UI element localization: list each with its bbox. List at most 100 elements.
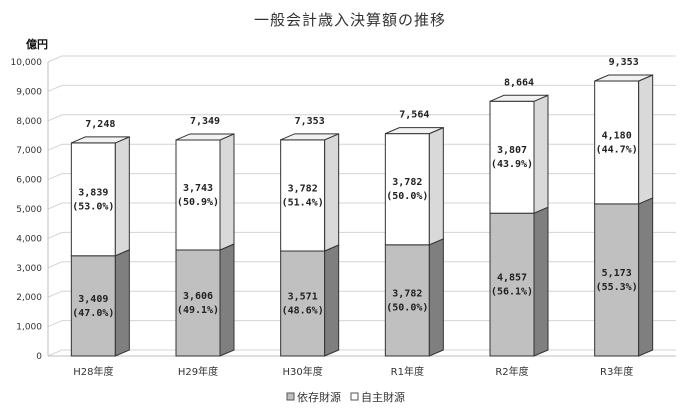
bar-dependent-percent-label: (50.0%) <box>386 302 428 313</box>
bar-top-face-1 <box>175 133 235 141</box>
bar-own-value-label: 3,807 <box>497 145 527 156</box>
y-tick-label: 7,000 <box>16 146 42 156</box>
gridlines <box>47 55 676 357</box>
bar-top-face-3 <box>385 127 444 135</box>
bar-dependent-value-label: 5,173 <box>602 268 632 279</box>
y-tick-label: 0 <box>36 352 42 362</box>
bar-own-percent-label: (51.4%) <box>282 197 324 208</box>
bar-dependent-side-2 <box>324 244 340 357</box>
bar-own-percent-label: (53.0%) <box>72 201 114 212</box>
bars: 3,409 (47.0%) 3,839 (53.0%) 7,248 3,606 (49.1%… <box>70 57 654 357</box>
gridline <box>47 143 676 151</box>
y-tick-label: 8,000 <box>16 117 42 127</box>
bar-dependent-source-1 <box>175 249 221 357</box>
legend-swatch-0 <box>286 392 295 401</box>
y-tick-label: 5,000 <box>16 205 42 215</box>
x-axis-ticks: H28年度 H29年度 H30年度 R1年度 R2年度 R3年度 <box>73 365 633 378</box>
bar-dependent-value-label: 3,606 <box>183 291 213 302</box>
y-tick-label: 9,000 <box>16 87 42 97</box>
bar-own-value-label: 3,782 <box>392 177 422 188</box>
bar-own-source-2 <box>280 139 326 252</box>
bar-own-side-5 <box>638 74 654 205</box>
legend-label-1: 自主財源 <box>361 390 405 404</box>
gridline <box>47 320 676 328</box>
bar-own-percent-label: (50.0%) <box>386 191 428 202</box>
bar-dependent-value-label: 3,571 <box>288 292 318 303</box>
gridline <box>47 349 676 357</box>
bar-dependent-percent-label: (48.6%) <box>282 306 324 317</box>
bar-total-label: 7,248 <box>85 119 115 130</box>
y-tick-label: 1,000 <box>16 323 42 333</box>
legend: 依存財源 自主財源 <box>286 390 405 404</box>
bar-top-face-2 <box>280 133 339 141</box>
bar-own-source-4 <box>489 100 535 214</box>
bar-dependent-percent-label: (47.0%) <box>72 308 114 319</box>
chart-title: 一般会計歳入決算額の推移 <box>254 11 446 29</box>
bar-dependent-percent-label: (49.1%) <box>177 305 219 316</box>
bar-own-side-3 <box>428 126 444 246</box>
bar-dependent-source-3 <box>384 244 430 357</box>
y-axis-ticks: 0 1,000 2,000 3,000 4,000 5,000 6,000 7,000 8,00… <box>11 58 43 362</box>
bar-dependent-percent-label: (55.3%) <box>596 282 638 293</box>
bar-dependent-value-label: 3,409 <box>78 294 108 305</box>
bar-total-label: 9,353 <box>609 57 639 68</box>
bar-own-side-1 <box>219 133 235 251</box>
bar-dependent-percent-label: (56.1%) <box>491 287 533 298</box>
bar-dependent-side-3 <box>428 238 444 357</box>
gridline <box>47 202 676 210</box>
bar-dependent-value-label: 3,782 <box>392 288 422 299</box>
bar-dependent-side-4 <box>533 206 549 357</box>
bar-own-source-3 <box>384 133 430 246</box>
gridline <box>47 290 676 298</box>
y-tick-label: 4,000 <box>16 234 42 244</box>
bar-own-percent-label: (44.7%) <box>596 144 638 155</box>
gridline <box>47 173 676 181</box>
bar-dependent-source-5 <box>594 203 640 357</box>
bar-dependent-value-label: 4,857 <box>497 273 527 284</box>
gridline <box>47 231 676 239</box>
y-tick-label: 2,000 <box>16 293 42 303</box>
bar-total-label: 8,664 <box>504 77 534 88</box>
bar-top-face-5 <box>594 74 653 82</box>
legend-label-0: 依存財源 <box>297 390 341 404</box>
bar-dependent-source-2 <box>280 250 326 357</box>
bar-own-side-2 <box>324 133 340 252</box>
y-axis-unit: 億円 <box>26 37 48 51</box>
y-tick-label: 6,000 <box>16 176 42 186</box>
bar-own-source-1 <box>175 139 221 251</box>
x-tick-label: R3年度 <box>600 365 633 378</box>
x-tick-label: H29年度 <box>178 365 218 378</box>
bar-top-face-4 <box>489 94 549 102</box>
bar-dependent-source-4 <box>489 212 535 357</box>
bar-own-percent-label: (50.9%) <box>177 197 219 208</box>
bar-own-value-label: 3,839 <box>78 187 108 198</box>
bar-own-value-label: 3,743 <box>183 183 213 194</box>
gridline <box>47 55 676 63</box>
bar-dependent-side-5 <box>638 197 654 357</box>
x-tick-label: R1年度 <box>391 365 424 378</box>
legend-swatch-1 <box>350 392 359 401</box>
bar-own-percent-label: (43.9%) <box>491 159 533 170</box>
bar-own-value-label: 3,782 <box>288 183 318 194</box>
bar-total-label: 7,564 <box>399 110 429 121</box>
y-tick-label: 10,000 <box>11 58 43 68</box>
gridline <box>47 114 676 122</box>
bar-own-source-0 <box>70 142 116 257</box>
bar-own-side-0 <box>114 136 130 257</box>
bar-top-face-0 <box>71 136 130 144</box>
gridline <box>47 261 676 269</box>
bar-own-side-4 <box>533 94 549 214</box>
bar-own-value-label: 4,180 <box>602 130 632 141</box>
y-tick-label: 3,000 <box>16 264 42 274</box>
x-tick-label: H28年度 <box>73 365 113 378</box>
x-tick-label: R2年度 <box>495 365 528 378</box>
bar-total-label: 7,353 <box>295 116 325 127</box>
bar-own-source-5 <box>594 80 640 205</box>
bar-dependent-side-1 <box>219 243 235 357</box>
gridline <box>47 84 676 92</box>
x-tick-label: H30年度 <box>283 365 323 378</box>
bar-dependent-source-0 <box>70 255 116 357</box>
bar-total-label: 7,349 <box>190 116 220 127</box>
bar-dependent-side-0 <box>114 249 130 357</box>
